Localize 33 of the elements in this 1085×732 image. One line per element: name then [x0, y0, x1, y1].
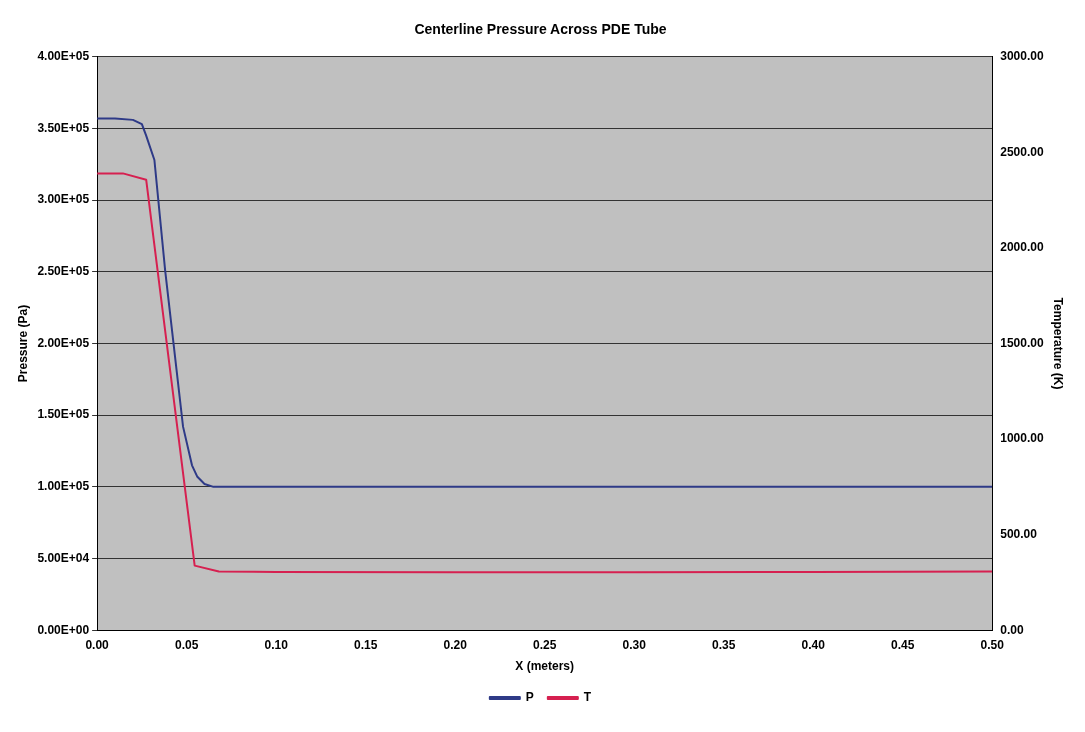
y2-tick-label: 1500.00: [1000, 335, 1044, 350]
legend-label: T: [583, 690, 592, 705]
y-tick-label: 1.50E+05: [37, 407, 90, 422]
chart-title: Centerline Pressure Across PDE Tube: [414, 21, 667, 38]
y-tick-label: 2.00E+05: [37, 335, 90, 350]
y2-tick-label: 2000.00: [1000, 240, 1044, 255]
y-tick-label: 3.50E+05: [37, 120, 90, 135]
x-tick-label: 0.45: [891, 637, 915, 652]
y-tick-label: 3.00E+05: [37, 192, 90, 207]
x-axis-title: X (meters): [515, 659, 575, 674]
x-tick-label: 0.05: [174, 637, 199, 652]
y-tick-label: 0.00E+00: [37, 622, 90, 637]
y-tick-label: 2.50E+05: [37, 264, 90, 279]
x-tick-label: 0.00: [85, 637, 110, 652]
x-tick-label: 0.30: [622, 637, 647, 652]
x-tick-label: 0.10: [264, 637, 289, 652]
y-tick-label: 1.00E+05: [37, 479, 90, 494]
y2-tick-label: 2500.00: [1000, 144, 1044, 159]
y-tick-label: 5.00E+04: [37, 550, 90, 565]
x-tick-label: 0.50: [980, 637, 1005, 652]
y2-tick-label: 3000.00: [1000, 49, 1044, 64]
x-tick-label: 0.25: [532, 637, 557, 652]
x-tick-label: 0.20: [443, 637, 468, 652]
x-tick-label: 0.15: [353, 637, 378, 652]
y2-tick-label: 1000.00: [1000, 431, 1044, 446]
y-tick-label: 4.00E+05: [37, 49, 90, 64]
y2-tick-label: 0.00: [1000, 622, 1024, 637]
x-tick-label: 0.40: [801, 637, 826, 652]
x-tick-label: 0.35: [712, 637, 736, 652]
y-axis-title: Pressure (Pa): [15, 304, 30, 383]
y2-tick-label: 500.00: [1000, 526, 1038, 541]
legend-label: P: [525, 690, 534, 705]
y2-axis-title: Temperature (K): [1051, 297, 1066, 390]
